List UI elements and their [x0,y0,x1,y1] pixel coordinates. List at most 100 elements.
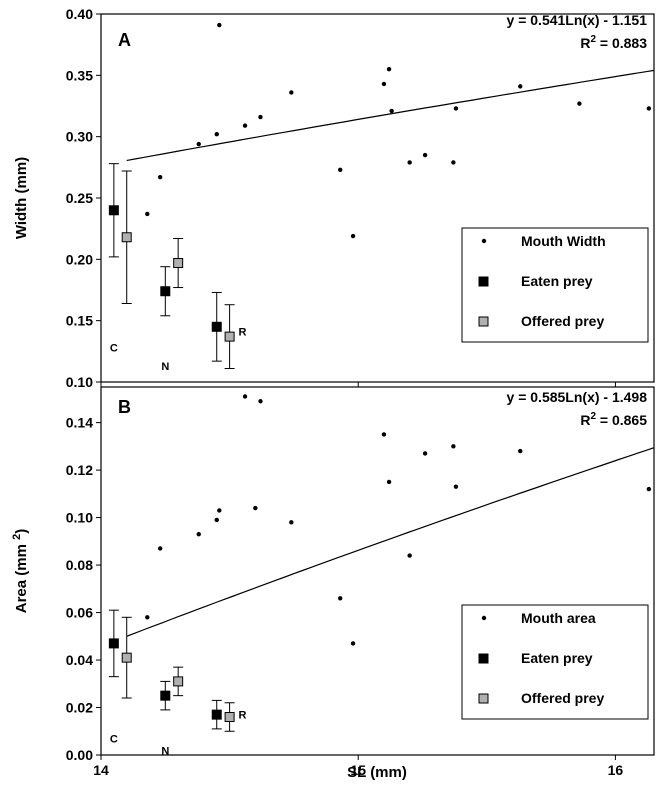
mouth-width-point [338,167,343,172]
mouth-width-point [453,106,459,111]
mouth-width-point [145,211,150,217]
y-tick-label: 0.10 [66,510,93,526]
mouth-area-point [451,444,456,449]
mouth-width-point [646,106,652,111]
r-squared-b: R2 = 0.865 [580,411,647,428]
mouth-width-point [577,101,582,106]
y-tick-label: 0.10 [66,374,93,390]
plot-frame-b [100,386,655,756]
offered-prey-point [121,652,132,663]
mouth-area-point [646,486,652,492]
y-tick-label: 0.40 [66,6,93,22]
y-tick-label: 0.04 [66,652,93,668]
mouth-width-point [214,132,219,137]
y-tick-label: 0.35 [66,67,93,83]
y-axis-title-b-close: ) [13,529,30,534]
group-label-c: C [110,343,118,355]
group-label-n: N [161,745,169,757]
eaten-prey-point [108,638,119,649]
r2-sup-b: 2 [590,411,596,422]
panel-a: A y = 0.541Ln(x) - 1.151 R2 = 0.883 Widt… [13,6,655,390]
eaten-prey-point [211,709,222,720]
eaten-prey-point [160,690,171,701]
x-axis-title: SL (mm) [347,764,407,781]
offered-prey-point [224,712,235,723]
mouth-area-point [350,641,356,646]
legend-marker-eaten-prey-a [478,276,489,287]
mouth-area-point [214,517,219,523]
y-tick-label: 0.06 [66,605,93,621]
eaten-prey-point [108,205,119,216]
mouth-area-point [453,484,459,489]
group-label-r: R [238,710,246,722]
series-points-a [108,22,652,370]
x-tick-label: 15 [350,762,366,778]
x-tick-label: 16 [608,762,624,778]
x-axis-a [100,382,616,387]
y-axis-a: 0.10 0.15 0.20 0.25 0.30 0.35 0.40 [66,6,101,390]
panel-b: B y = 0.585Ln(x) - 1.498 R2 = 0.865 Area… [11,386,655,781]
legend-a: Mouth Width Eaten prey Offered prey [461,227,649,343]
mouth-area-point [145,615,150,620]
r-squared-a: R2 = 0.883 [580,34,647,51]
equation-a: y = 0.541Ln(x) - 1.151 [507,12,648,28]
mouth-area-point [422,451,428,456]
legend-label-offered-prey-a: Offered prey [521,313,604,329]
trendline-b [126,447,655,637]
y-tick-label: 0.02 [66,700,93,716]
group-labels-a: C N R [110,327,247,373]
legend-b: Mouth area Eaten prey Offered prey [461,604,649,720]
y-axis-title-b-sup: 2 [11,534,23,540]
group-label-r: R [238,327,246,339]
y-tick-label: 0.20 [66,251,93,267]
legend-marker-mouth-area [481,615,487,621]
group-label-n: N [161,361,169,373]
mouth-area-point [386,479,392,485]
eaten-prey-point [160,286,171,297]
mouth-width-point [422,152,428,158]
y-tick-label: 0.00 [66,747,93,763]
mouth-area-point [518,448,523,454]
legend-label-mouth-width: Mouth Width [521,233,606,249]
legend-label-mouth-area: Mouth area [521,610,596,626]
y-axis-title-b: Area (mm 2) [11,529,30,613]
offered-prey-point [173,258,184,269]
y-tick-label: 0.14 [66,415,93,431]
mouth-width-point [350,233,356,239]
x-axis-b: 14 15 16 [93,755,623,778]
mouth-width-point [157,174,163,180]
series-points-b [108,394,652,732]
mouth-width-point [289,90,294,95]
group-label-c: C [110,733,118,745]
mouth-width-point [258,114,263,120]
mouth-area-point [338,596,343,601]
mouth-area-point [157,546,163,551]
y-axis-b: 0.00 0.02 0.04 0.06 0.08 0.10 0.12 0.14 [66,415,101,763]
mouth-width-point [381,81,387,87]
mouth-width-point [242,123,248,128]
legend-marker-offered-prey-a [478,316,489,327]
legend-marker-offered-prey-b [478,693,489,704]
offered-prey-point [121,232,132,243]
legend-box-b [461,604,649,720]
legend-label-eaten-prey-b: Eaten prey [521,650,593,666]
mouth-area-point [289,520,294,525]
y-tick-label: 0.12 [66,462,93,478]
trendline-a [126,69,655,162]
panel-label-a: A [118,30,131,50]
y-tick-label: 0.25 [66,190,93,206]
mouth-area-point [217,508,222,513]
mouth-area-point [381,432,387,437]
legend-marker-mouth-width [481,238,487,244]
r2-value-a: = 0.883 [596,35,647,51]
mouth-area-point [242,394,248,399]
y-tick-label: 0.15 [66,313,93,329]
mouth-width-point [518,84,523,89]
x-tick-label: 14 [93,762,109,778]
equation-b: y = 0.585Ln(x) - 1.498 [507,389,648,405]
mouth-area-point [196,532,201,537]
mouth-area-point [258,399,263,404]
r2-value-b: = 0.865 [596,412,647,428]
mouth-width-point [217,22,222,28]
legend-box-a [461,227,649,343]
